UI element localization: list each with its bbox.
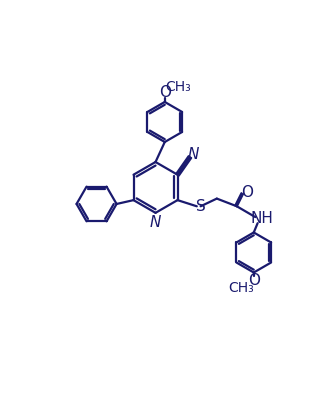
Text: S: S: [196, 199, 205, 214]
Text: N: N: [188, 147, 200, 162]
Text: O: O: [248, 273, 260, 288]
Text: CH₃: CH₃: [229, 281, 254, 295]
Text: O: O: [159, 85, 171, 100]
Text: NH: NH: [250, 211, 273, 226]
Text: N: N: [150, 215, 161, 230]
Text: O: O: [241, 185, 253, 200]
Text: CH₃: CH₃: [166, 80, 191, 94]
